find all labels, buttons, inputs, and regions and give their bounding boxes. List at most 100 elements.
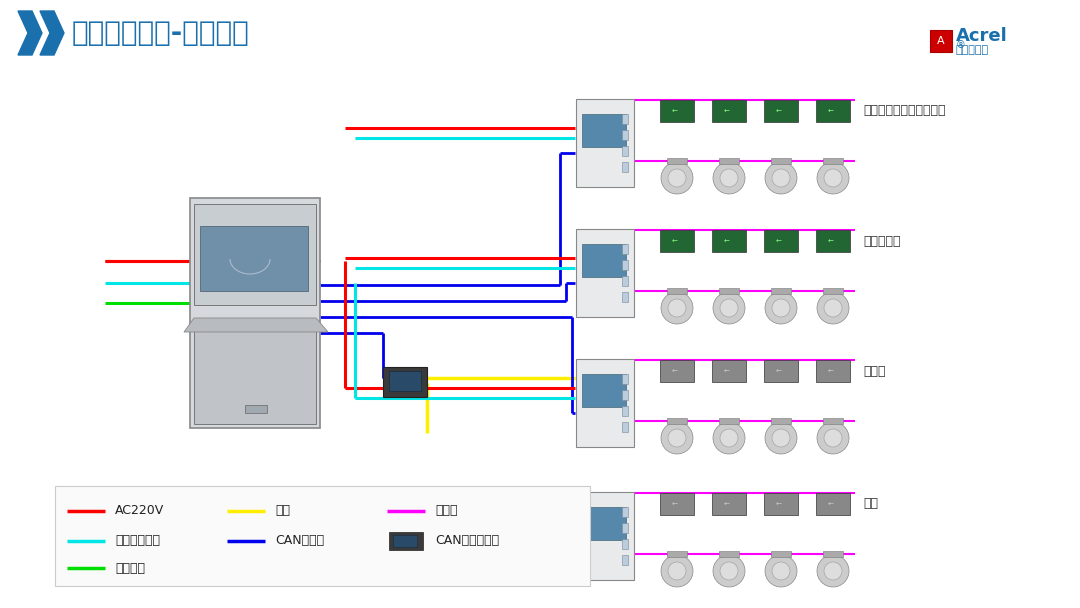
Bar — [622, 114, 627, 124]
Bar — [712, 100, 746, 122]
Bar — [712, 493, 746, 515]
Bar — [576, 492, 634, 580]
Bar — [771, 288, 791, 294]
Bar — [622, 539, 627, 549]
Text: ←: ← — [775, 108, 786, 114]
Text: ←: ← — [724, 368, 734, 374]
Text: 站台公共区: 站台公共区 — [863, 235, 901, 247]
Circle shape — [669, 299, 686, 317]
Bar — [622, 523, 627, 533]
Bar — [771, 551, 791, 557]
Circle shape — [661, 422, 693, 454]
Bar — [771, 158, 791, 164]
Circle shape — [824, 429, 842, 447]
Circle shape — [824, 562, 842, 580]
Text: ←: ← — [724, 238, 734, 244]
Bar — [194, 321, 316, 424]
Bar — [622, 422, 627, 432]
Circle shape — [816, 292, 849, 324]
Text: ←: ← — [672, 238, 683, 244]
Bar — [771, 418, 791, 424]
Bar — [622, 292, 627, 302]
Bar — [576, 229, 634, 317]
Bar — [582, 244, 626, 277]
Bar — [719, 551, 739, 557]
Text: 二总线: 二总线 — [435, 505, 458, 517]
Circle shape — [720, 169, 738, 187]
Bar — [622, 130, 627, 140]
Bar — [55, 486, 590, 586]
Bar — [622, 374, 627, 384]
Bar — [712, 230, 746, 252]
Bar — [622, 244, 627, 254]
Bar — [823, 288, 843, 294]
Bar — [383, 367, 427, 397]
Text: 系统组网方案-地铁方案: 系统组网方案-地铁方案 — [72, 19, 249, 47]
Bar — [816, 360, 850, 382]
Bar — [622, 555, 627, 565]
Circle shape — [824, 169, 842, 187]
Text: 光纤: 光纤 — [275, 505, 291, 517]
Circle shape — [816, 422, 849, 454]
Circle shape — [720, 299, 738, 317]
Text: 设备房: 设备房 — [863, 365, 886, 378]
Text: CAN转光纤模块: CAN转光纤模块 — [435, 534, 499, 547]
Circle shape — [669, 562, 686, 580]
Bar — [576, 359, 634, 447]
Bar — [660, 360, 694, 382]
Text: ←: ← — [827, 238, 838, 244]
Text: 安科瑞电气: 安科瑞电气 — [956, 45, 989, 55]
Circle shape — [824, 299, 842, 317]
Bar — [622, 260, 627, 270]
Text: ®: ® — [956, 40, 966, 50]
Circle shape — [661, 162, 693, 194]
Polygon shape — [184, 318, 328, 332]
Circle shape — [816, 555, 849, 587]
Bar — [660, 493, 694, 515]
Bar — [194, 204, 316, 305]
Bar — [622, 406, 627, 416]
Text: ←: ← — [724, 108, 734, 114]
Bar — [667, 551, 687, 557]
Circle shape — [765, 162, 797, 194]
Bar — [389, 532, 423, 550]
Text: 火灾信号: 火灾信号 — [114, 562, 145, 575]
Circle shape — [720, 429, 738, 447]
Bar — [660, 230, 694, 252]
Bar — [712, 360, 746, 382]
Bar — [823, 551, 843, 557]
Bar — [622, 390, 627, 400]
Bar — [190, 198, 320, 428]
Bar — [764, 100, 798, 122]
Text: ←: ← — [672, 108, 683, 114]
Circle shape — [720, 562, 738, 580]
Bar — [667, 158, 687, 164]
Text: A: A — [937, 36, 945, 46]
Text: ←: ← — [672, 368, 683, 374]
Text: ←: ← — [827, 501, 838, 507]
Bar — [622, 507, 627, 517]
Bar — [667, 288, 687, 294]
Bar — [576, 99, 634, 187]
Bar — [393, 535, 417, 547]
Circle shape — [772, 429, 789, 447]
Bar — [622, 276, 627, 286]
Bar — [582, 507, 626, 540]
Bar — [764, 360, 798, 382]
Text: ←: ← — [672, 501, 683, 507]
Bar — [582, 114, 626, 147]
Text: 区间: 区间 — [863, 497, 878, 511]
Circle shape — [669, 169, 686, 187]
Text: ←: ← — [724, 501, 734, 507]
Bar — [667, 418, 687, 424]
Text: 站厅公共区及出入口通道: 站厅公共区及出入口通道 — [863, 105, 945, 117]
Bar — [622, 146, 627, 156]
Text: ←: ← — [827, 368, 838, 374]
Circle shape — [772, 169, 789, 187]
Bar — [764, 493, 798, 515]
Circle shape — [713, 555, 745, 587]
Polygon shape — [18, 11, 42, 55]
Text: CAN通讯线: CAN通讯线 — [275, 534, 324, 547]
Text: ←: ← — [775, 501, 786, 507]
Text: AC220V: AC220V — [114, 505, 164, 517]
